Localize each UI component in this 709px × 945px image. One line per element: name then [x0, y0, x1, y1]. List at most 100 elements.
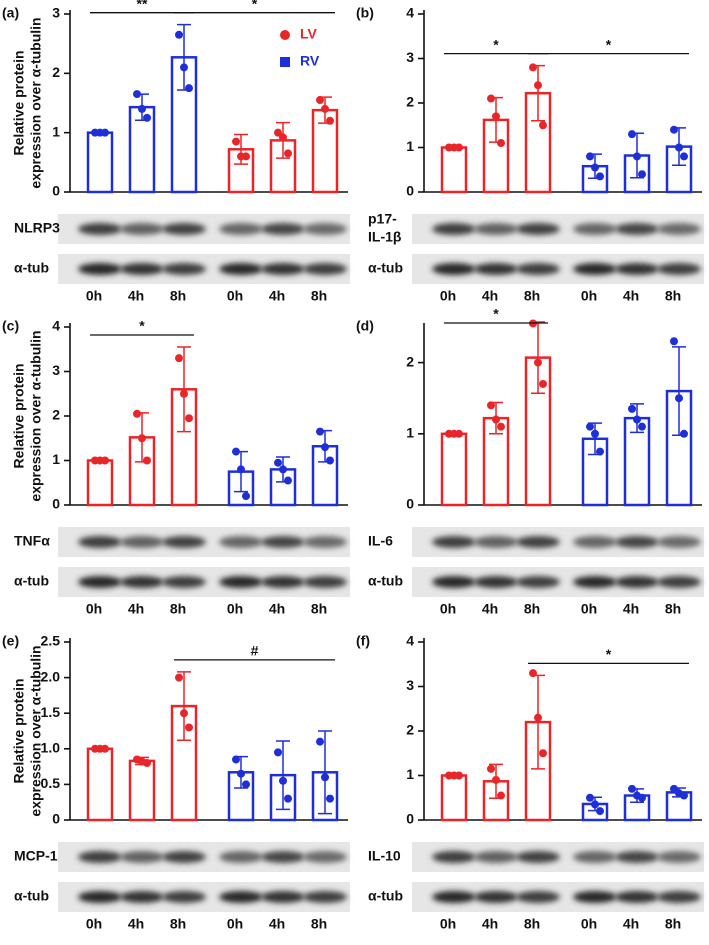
data-point: [284, 476, 292, 485]
blot-label: α-tub: [14, 888, 49, 904]
blot-band: [303, 576, 347, 588]
significance-marker: **: [137, 0, 148, 11]
data-point: [175, 673, 183, 682]
lane-label: 0h: [227, 601, 243, 617]
blot-label: p17-: [368, 211, 397, 227]
blot-band: [573, 223, 617, 235]
data-point: [675, 394, 683, 403]
blot-band: [261, 891, 305, 903]
data-point: [274, 458, 282, 467]
blot-band: [432, 223, 476, 235]
data-point: [316, 96, 324, 105]
lane-label: 0h: [440, 288, 456, 304]
y-tick-label: 0: [406, 811, 414, 827]
data-point: [237, 465, 245, 474]
data-point: [101, 744, 109, 753]
data-point: [185, 414, 193, 423]
data-point: [185, 723, 193, 732]
blot-band: [162, 851, 206, 863]
blot-strip: [412, 527, 704, 557]
blot-band: [261, 576, 305, 588]
y-tick-label: 1.5: [41, 704, 61, 720]
data-point: [321, 104, 329, 113]
data-point: [133, 90, 141, 99]
significance-marker: *: [139, 318, 145, 334]
data-point: [138, 104, 146, 113]
blot-band: [162, 223, 206, 235]
blot-label: TNFα: [14, 533, 50, 549]
y-tick-label: 0: [52, 496, 60, 512]
blot-band: [261, 263, 305, 275]
data-point: [455, 771, 463, 780]
data-point: [534, 81, 542, 90]
lane-label: 8h: [665, 916, 681, 932]
data-point: [492, 775, 500, 784]
lane-label: 4h: [269, 601, 285, 617]
lane-label: 4h: [128, 288, 144, 304]
y-tick-label: 4: [52, 318, 60, 334]
data-point: [279, 465, 287, 474]
blot-band: [573, 891, 617, 903]
blot-band: [516, 223, 560, 235]
lane-label: 8h: [311, 916, 327, 932]
blot-band: [657, 851, 701, 863]
data-point: [316, 427, 324, 436]
significance-marker: *: [252, 0, 258, 11]
y-tick-label: 2: [406, 722, 414, 738]
lane-label: 0h: [581, 601, 597, 617]
y-tick-label: 3: [52, 5, 60, 21]
data-point: [133, 409, 141, 418]
data-point: [675, 143, 683, 152]
data-point: [680, 791, 688, 800]
data-point: [680, 429, 688, 438]
lane-label: 4h: [623, 916, 639, 932]
blot-band: [219, 891, 263, 903]
y-tick-label: 3: [52, 362, 60, 378]
data-point: [242, 492, 250, 501]
y-axis-label: Relative protein: [11, 678, 27, 783]
blot-strip: [58, 254, 350, 284]
data-point: [586, 152, 594, 161]
data-point: [529, 63, 537, 72]
y-tick-label: 2: [406, 353, 414, 369]
bar: [86, 459, 114, 507]
blot-band: [162, 536, 206, 548]
data-point: [628, 130, 636, 139]
data-point: [326, 794, 334, 803]
blot-band: [615, 851, 659, 863]
data-point: [534, 358, 542, 367]
data-point: [492, 415, 500, 424]
blot-label: α-tub: [368, 573, 403, 589]
data-point: [586, 422, 594, 431]
bar: [440, 432, 468, 507]
y-tick-label: 0: [406, 496, 414, 512]
data-point: [284, 794, 292, 803]
data-point: [596, 447, 604, 456]
data-point: [143, 759, 151, 768]
error-bar: [318, 730, 332, 815]
blot-band: [120, 851, 164, 863]
lane-label: 8h: [524, 288, 540, 304]
bar: [440, 774, 468, 822]
panel-label: (c): [2, 318, 19, 334]
data-point: [316, 737, 324, 746]
y-tick-label: 2.0: [41, 668, 61, 684]
data-point: [487, 764, 495, 773]
blot-label: IL-6: [368, 533, 393, 549]
data-point: [591, 163, 599, 172]
blot-band: [516, 851, 560, 863]
bar: [86, 131, 114, 194]
data-point: [497, 422, 505, 431]
lane-label: 8h: [665, 601, 681, 617]
blot-band: [474, 536, 518, 548]
data-point: [180, 709, 188, 718]
data-point: [274, 748, 282, 757]
lane-label: 4h: [482, 601, 498, 617]
blot-band: [432, 263, 476, 275]
blot-band: [615, 263, 659, 275]
data-point: [279, 776, 287, 785]
y-tick-label: 1: [52, 451, 60, 467]
blot-label: α-tub: [14, 260, 49, 276]
lane-label: 8h: [311, 288, 327, 304]
y-tick-label: 3: [406, 677, 414, 693]
